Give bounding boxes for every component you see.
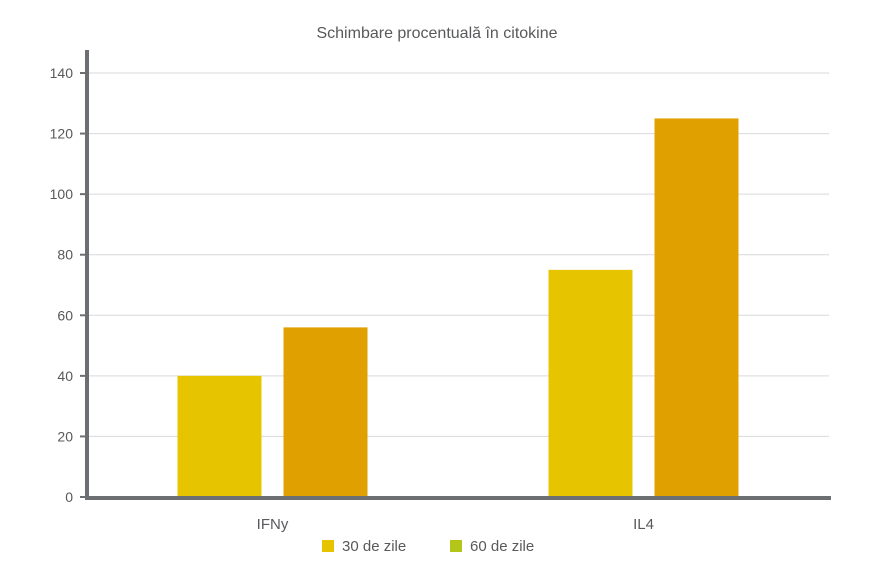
bar-ifny-series-2 bbox=[283, 327, 368, 497]
chart-title: Schimbare procentuală în citokine bbox=[316, 25, 557, 42]
legend-swatch bbox=[322, 540, 334, 552]
bars-layer bbox=[177, 118, 739, 497]
legend: 30 de zile 60 de zile bbox=[322, 538, 534, 555]
legend-swatch bbox=[450, 540, 462, 552]
x-category-label: IL4 bbox=[633, 516, 654, 533]
y-tick-label: 20 bbox=[57, 428, 73, 444]
bar-ifny-series-1 bbox=[177, 375, 262, 497]
bar-il4-series-1 bbox=[548, 269, 633, 497]
y-tick-label: 60 bbox=[57, 307, 73, 323]
y-tick-label: 100 bbox=[50, 186, 74, 202]
axes-layer bbox=[85, 50, 831, 500]
x-category-label: IFNy bbox=[257, 516, 289, 533]
y-tick-label: 140 bbox=[50, 65, 74, 81]
y-tick-label: 40 bbox=[57, 368, 73, 384]
y-tick-label: 80 bbox=[57, 247, 73, 263]
bar-il4-series-2 bbox=[654, 118, 739, 497]
y-tick-label: 0 bbox=[65, 489, 73, 505]
legend-label: 60 de zile bbox=[470, 538, 534, 555]
x-category-labels: IFNy IL4 bbox=[257, 516, 654, 533]
legend-label: 30 de zile bbox=[342, 538, 406, 555]
y-tick-label: 120 bbox=[50, 126, 74, 142]
y-tick-labels: 0 20 40 60 80 100 120 140 bbox=[50, 65, 87, 505]
